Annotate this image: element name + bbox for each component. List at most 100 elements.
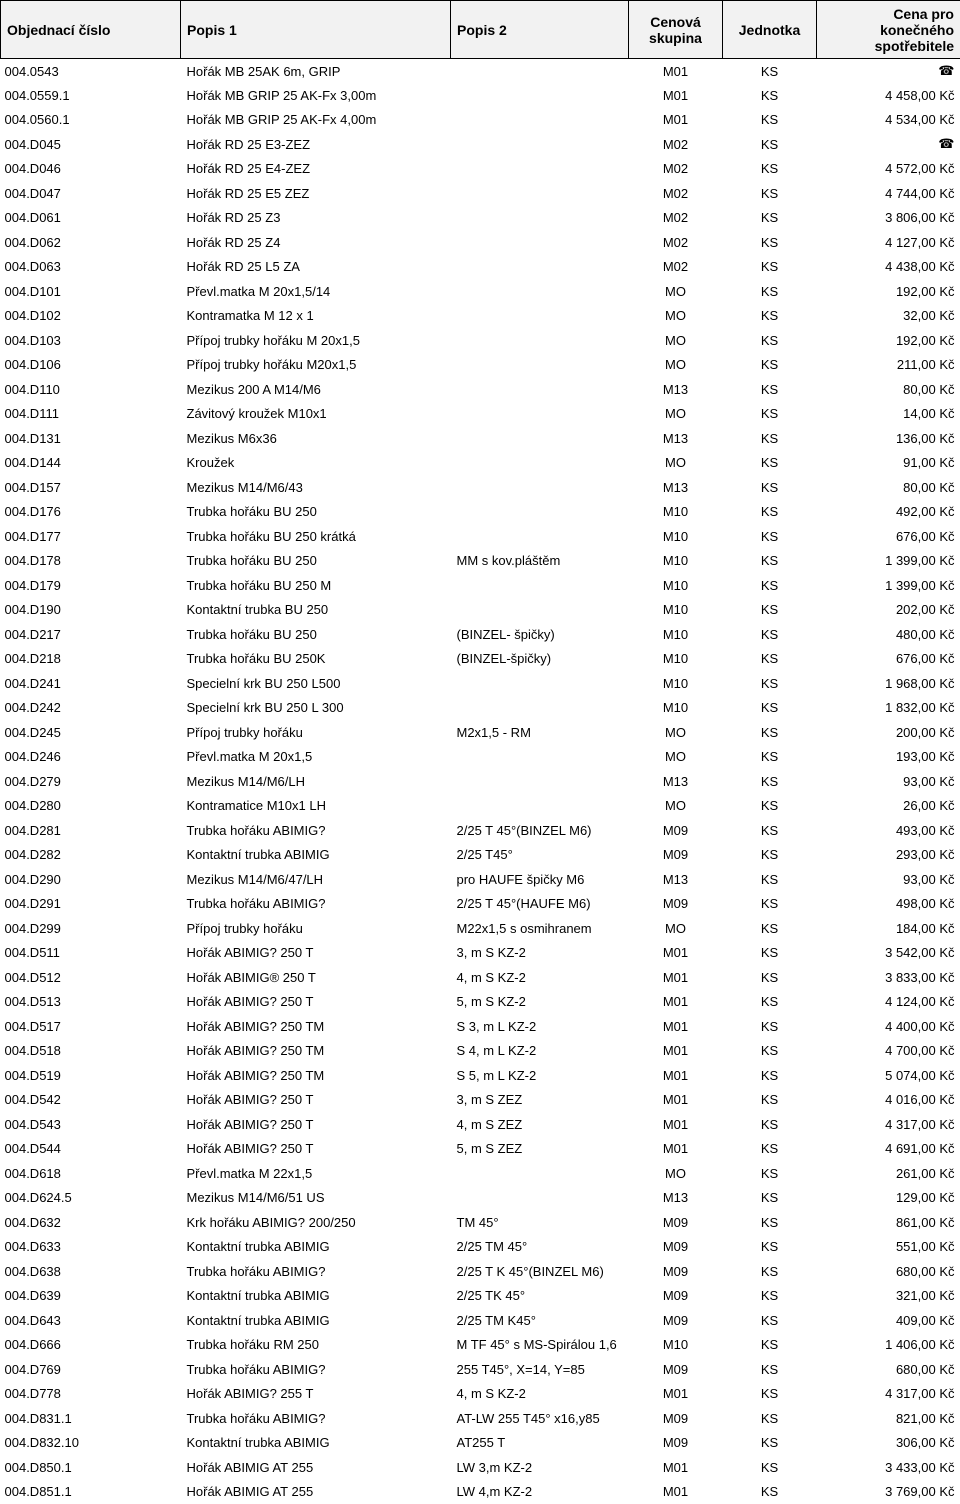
cell-unit: KS — [723, 451, 817, 476]
cell-desc2: M22x1,5 s osmihranem — [451, 916, 629, 941]
cell-price: ☎ — [817, 59, 960, 84]
cell-code: 004.D291 — [1, 892, 181, 917]
cell-price: 321,00 Kč — [817, 1284, 960, 1309]
cell-desc2 — [451, 598, 629, 623]
cell-desc2: S 4, m L KZ-2 — [451, 1039, 629, 1064]
cell-group: M09 — [629, 818, 723, 843]
cell-desc2: 2/25 TM 45° — [451, 1235, 629, 1260]
cell-price: 3 433,00 Kč — [817, 1455, 960, 1480]
cell-price: 14,00 Kč — [817, 402, 960, 427]
cell-desc1: Mezikus 200 A M14/M6 — [181, 377, 451, 402]
cell-desc2: 2/25 T 45°(HAUFE M6) — [451, 892, 629, 917]
table-row: 004.D177Trubka hořáku BU 250 krátkáM10KS… — [1, 524, 960, 549]
cell-price: 4 572,00 Kč — [817, 157, 960, 182]
cell-desc2 — [451, 671, 629, 696]
cell-group: M13 — [629, 867, 723, 892]
cell-desc1: Přípoj trubky hořáku M 20x1,5 — [181, 328, 451, 353]
price-table: Objednací číslo Popis 1 Popis 2 Cenová s… — [0, 0, 960, 1504]
cell-unit: KS — [723, 108, 817, 133]
table-row: 004.D190Kontaktní trubka BU 250M10KS202,… — [1, 598, 960, 623]
table-row: 004.D850.1Hořák ABIMIG AT 255LW 3,m KZ-2… — [1, 1455, 960, 1480]
cell-desc2 — [451, 83, 629, 108]
cell-price: 26,00 Kč — [817, 794, 960, 819]
cell-price: 93,00 Kč — [817, 867, 960, 892]
cell-desc1: Kontramatka M 12 x 1 — [181, 304, 451, 329]
cell-desc2 — [451, 402, 629, 427]
cell-code: 004.D157 — [1, 475, 181, 500]
cell-desc1: Krk hořáku ABIMIG? 200/250 — [181, 1210, 451, 1235]
cell-desc1: Přípoj trubky hořáku — [181, 720, 451, 745]
table-row: 004.D281Trubka hořáku ABIMIG?2/25 T 45°(… — [1, 818, 960, 843]
cell-desc1: Mezikus M14/M6/LH — [181, 769, 451, 794]
cell-price: 4 534,00 Kč — [817, 108, 960, 133]
cell-code: 004.D831.1 — [1, 1406, 181, 1431]
cell-desc1: Závitový kroužek M10x1 — [181, 402, 451, 427]
table-row: 004.D110Mezikus 200 A M14/M6M13KS80,00 K… — [1, 377, 960, 402]
cell-desc2 — [451, 108, 629, 133]
cell-desc2: 2/25 T45° — [451, 843, 629, 868]
cell-desc1: Kontaktní trubka ABIMIG — [181, 843, 451, 868]
cell-price: 3 542,00 Kč — [817, 941, 960, 966]
cell-unit: KS — [723, 818, 817, 843]
cell-code: 004.D542 — [1, 1088, 181, 1113]
table-row: 004.D643Kontaktní trubka ABIMIG2/25 TM K… — [1, 1308, 960, 1333]
cell-unit: KS — [723, 230, 817, 255]
table-row: 004.D047Hořák RD 25 E5 ZEZM02KS4 744,00 … — [1, 181, 960, 206]
cell-group: M09 — [629, 1308, 723, 1333]
cell-code: 004.D241 — [1, 671, 181, 696]
cell-code: 004.D061 — [1, 206, 181, 231]
cell-desc2 — [451, 230, 629, 255]
cell-unit: KS — [723, 647, 817, 672]
cell-code: 004.D045 — [1, 132, 181, 157]
cell-desc1: Hořák ABIMIG® 250 T — [181, 965, 451, 990]
cell-code: 004.D106 — [1, 353, 181, 378]
table-row: 004.D291Trubka hořáku ABIMIG?2/25 T 45°(… — [1, 892, 960, 917]
cell-desc1: Hořák ABIMIG? 250 TM — [181, 1063, 451, 1088]
cell-code: 004.D190 — [1, 598, 181, 623]
table-row: 004.D512Hořák ABIMIG® 250 T4, m S KZ-2M0… — [1, 965, 960, 990]
cell-code: 004.D282 — [1, 843, 181, 868]
cell-group: M09 — [629, 1259, 723, 1284]
cell-desc1: Hořák ABIMIG AT 255 — [181, 1455, 451, 1480]
cell-desc1: Trubka hořáku ABIMIG? — [181, 1259, 451, 1284]
cell-group: M10 — [629, 524, 723, 549]
cell-unit: KS — [723, 524, 817, 549]
cell-unit: KS — [723, 867, 817, 892]
cell-code: 004.D512 — [1, 965, 181, 990]
table-row: 004.D542Hořák ABIMIG? 250 T3, m S ZEZM01… — [1, 1088, 960, 1113]
cell-desc1: Trubka hořáku ABIMIG? — [181, 1406, 451, 1431]
cell-code: 004.0543 — [1, 59, 181, 84]
col-header-group: Cenová skupina — [629, 1, 723, 59]
table-row: 004.D633Kontaktní trubka ABIMIG2/25 TM 4… — [1, 1235, 960, 1260]
table-row: 004.D178Trubka hořáku BU 250MM s kov.plá… — [1, 549, 960, 574]
cell-group: M10 — [629, 647, 723, 672]
cell-unit: KS — [723, 1210, 817, 1235]
cell-group: M01 — [629, 59, 723, 84]
table-row: 004.D544Hořák ABIMIG? 250 T5, m S ZEZM01… — [1, 1137, 960, 1162]
table-body: 004.0543Hořák MB 25AK 6m, GRIPM01KS☎004.… — [1, 59, 960, 1504]
cell-price: 4 127,00 Kč — [817, 230, 960, 255]
cell-group: M01 — [629, 1455, 723, 1480]
cell-desc1: Hořák ABIMIG? 250 T — [181, 1137, 451, 1162]
cell-code: 004.D102 — [1, 304, 181, 329]
cell-code: 004.D103 — [1, 328, 181, 353]
table-row: 004.D157Mezikus M14/M6/43M13KS80,00 Kč — [1, 475, 960, 500]
cell-group: M09 — [629, 843, 723, 868]
cell-group: MO — [629, 745, 723, 770]
cell-desc1: Převl.matka M 20x1,5 — [181, 745, 451, 770]
cell-desc2 — [451, 328, 629, 353]
cell-desc2: AT-LW 255 T45° x16,y85 — [451, 1406, 629, 1431]
cell-price: 200,00 Kč — [817, 720, 960, 745]
table-row: 004.D639Kontaktní trubka ABIMIG2/25 TK 4… — [1, 1284, 960, 1309]
cell-desc1: Trubka hořáku BU 250 krátká — [181, 524, 451, 549]
cell-desc1: Hořák MB GRIP 25 AK-Fx 3,00m — [181, 83, 451, 108]
cell-group: M01 — [629, 1088, 723, 1113]
cell-unit: KS — [723, 965, 817, 990]
cell-unit: KS — [723, 794, 817, 819]
cell-desc2 — [451, 769, 629, 794]
cell-desc2: 5, m S ZEZ — [451, 1137, 629, 1162]
cell-price: 3 769,00 Kč — [817, 1480, 960, 1504]
cell-group: M01 — [629, 1382, 723, 1407]
cell-desc1: Kontaktní trubka ABIMIG — [181, 1431, 451, 1456]
cell-price: 1 406,00 Kč — [817, 1333, 960, 1358]
